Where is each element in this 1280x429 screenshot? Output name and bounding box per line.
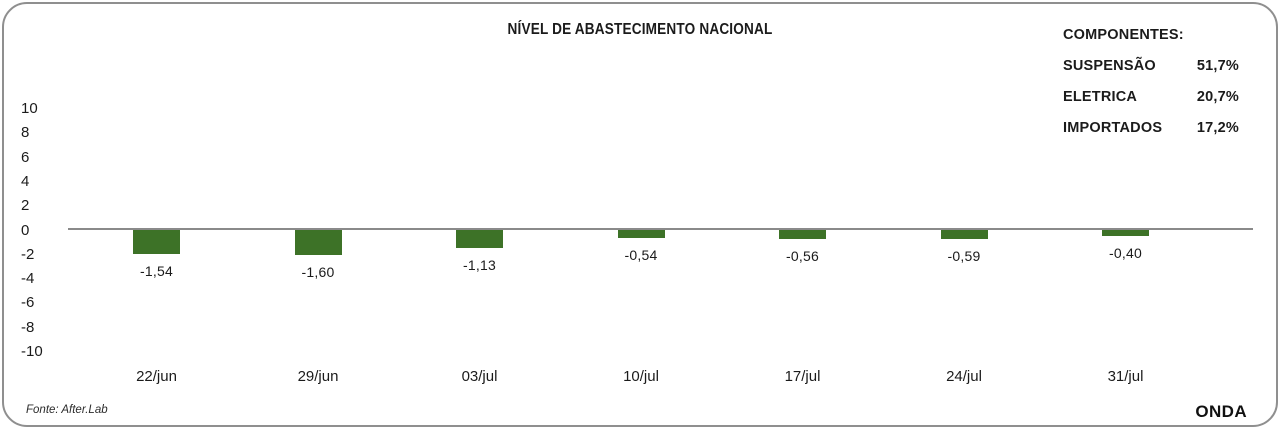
source-note: Fonte: After.Lab bbox=[26, 404, 108, 416]
x-tick-label: 17/jul bbox=[784, 368, 821, 385]
y-tick-label: 10 bbox=[21, 100, 38, 117]
bar bbox=[779, 230, 826, 239]
bar-value-label: -0,56 bbox=[786, 248, 819, 264]
y-tick-label: 8 bbox=[21, 124, 30, 142]
bar bbox=[294, 230, 342, 255]
legend-item-suspensao: SUSPENSÃO 51,7% bbox=[1063, 57, 1239, 75]
y-tick-label: -2 bbox=[21, 245, 35, 263]
y-tick-label: -6 bbox=[21, 294, 35, 312]
legend-item-importados: IMPORTADOS 17,2% bbox=[1063, 119, 1239, 137]
y-tick-label: 6 bbox=[21, 148, 30, 166]
brand-logo: ONDA bbox=[1195, 402, 1247, 421]
y-tick-label: 0 bbox=[21, 221, 30, 239]
chart-title: NÍVEL DE ABASTECIMENTO NACIONAL bbox=[507, 21, 773, 38]
zero-axis-line bbox=[68, 228, 1253, 230]
bar-value-label: -0,54 bbox=[624, 247, 658, 263]
legend-item-value: 51,7% bbox=[1196, 58, 1239, 74]
components-legend: COMPONENTES: SUSPENSÃO 51,7% ELETRICA 20… bbox=[1063, 26, 1239, 137]
legend-heading: COMPONENTES: bbox=[1063, 27, 1184, 43]
y-tick-label: -10 bbox=[21, 343, 43, 360]
y-tick-label: -8 bbox=[21, 318, 35, 336]
bar bbox=[1102, 230, 1149, 236]
bar bbox=[456, 230, 503, 248]
bar bbox=[617, 230, 665, 238]
x-tick-label: 31/jul bbox=[1107, 368, 1144, 385]
x-tick-label: 22/jun bbox=[136, 368, 177, 385]
bar-value-label: -1,54 bbox=[140, 263, 173, 279]
legend-item-value: 20,7% bbox=[1196, 89, 1239, 105]
legend-item-label: SUSPENSÃO bbox=[1063, 58, 1156, 74]
y-tick-label: -4 bbox=[21, 270, 35, 288]
x-tick-label: 24/jul bbox=[946, 368, 982, 385]
y-tick-label: 2 bbox=[21, 197, 30, 215]
legend-item-eletrica: ELETRICA 20,7% bbox=[1063, 88, 1239, 106]
legend-item-value: 17,2% bbox=[1196, 120, 1239, 136]
bar-value-label: -1,13 bbox=[463, 257, 496, 273]
x-tick-label: 10/jul bbox=[623, 368, 659, 385]
x-tick-label: 29/jun bbox=[297, 368, 339, 385]
bar bbox=[133, 230, 180, 254]
bar-value-label: -0,40 bbox=[1109, 245, 1142, 261]
bar-value-label: -0,59 bbox=[947, 248, 981, 264]
bar-value-label: -1,60 bbox=[301, 264, 335, 280]
y-tick-label: 4 bbox=[21, 172, 30, 190]
x-tick-label: 03/jul bbox=[461, 368, 498, 385]
legend-item-label: IMPORTADOS bbox=[1063, 120, 1163, 136]
bar bbox=[940, 230, 988, 239]
legend-item-label: ELETRICA bbox=[1063, 89, 1138, 105]
